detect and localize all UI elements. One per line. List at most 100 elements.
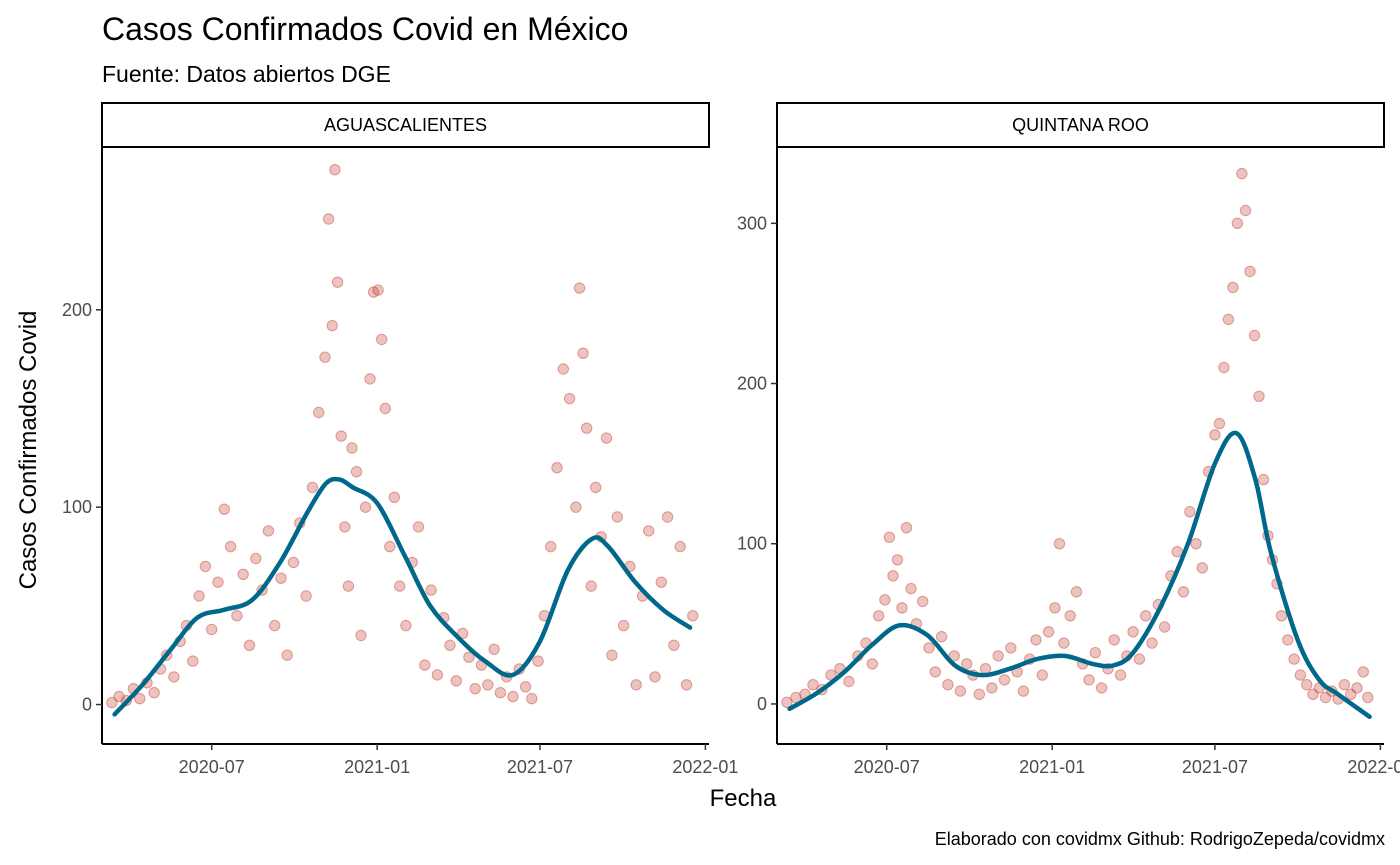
data-point xyxy=(843,675,855,688)
data-point xyxy=(134,692,146,705)
data-point xyxy=(1213,417,1226,430)
data-point xyxy=(674,540,686,553)
facet-strip xyxy=(776,102,1385,148)
smooth-line xyxy=(787,430,1372,720)
data-point xyxy=(331,276,344,288)
data-point xyxy=(469,683,481,695)
data-point xyxy=(322,213,335,225)
data-point xyxy=(872,610,885,622)
chart-caption: Elaborado con covidmx Github: RodrigoZep… xyxy=(935,829,1385,849)
data-point xyxy=(224,540,237,553)
data-point xyxy=(661,511,674,523)
facet-strip-label: AGUASCALIENTES xyxy=(324,115,487,135)
data-point xyxy=(1244,265,1256,278)
data-point xyxy=(168,671,180,683)
y-tick-label: 300 xyxy=(737,213,767,233)
data-point xyxy=(1196,562,1209,574)
data-point xyxy=(879,594,891,606)
data-point xyxy=(1171,546,1183,558)
scatter-points xyxy=(781,167,1374,708)
data-point xyxy=(218,503,231,515)
chart-title: Casos Confirmados Covid en México xyxy=(102,11,628,47)
data-point xyxy=(212,576,224,588)
x-tick-label: 2022-01 xyxy=(1347,757,1400,777)
data-point xyxy=(896,602,908,614)
data-point xyxy=(1042,626,1055,638)
data-point xyxy=(1083,674,1095,686)
data-point xyxy=(1114,669,1127,681)
data-point xyxy=(573,282,586,294)
data-point xyxy=(1248,329,1261,342)
data-point xyxy=(917,595,929,608)
data-point xyxy=(1338,679,1351,691)
x-tick-label: 2020-07 xyxy=(854,757,920,777)
data-point xyxy=(376,333,388,346)
data-point xyxy=(1070,586,1083,598)
data-point xyxy=(250,552,262,565)
data-point xyxy=(551,462,563,474)
data-point xyxy=(148,687,160,699)
data-point xyxy=(463,651,475,663)
chart-subtitle: Fuente: Datos abiertos DGE xyxy=(102,61,391,87)
y-tick-label: 200 xyxy=(62,300,92,320)
data-point xyxy=(275,572,287,584)
data-point xyxy=(1209,429,1221,441)
data-point xyxy=(306,481,319,494)
facet-strip xyxy=(101,102,710,148)
facet-panel-0: AGUASCALIENTES 0 100 200 2020-07 2021-01 2021-… xyxy=(62,102,738,777)
data-point xyxy=(243,639,256,651)
data-point xyxy=(526,692,538,705)
data-point xyxy=(187,655,199,667)
data-point xyxy=(1231,217,1244,230)
y-tick-label: 100 xyxy=(62,497,92,517)
data-point xyxy=(519,681,532,693)
data-point xyxy=(456,627,469,640)
data-point xyxy=(419,659,431,671)
data-point xyxy=(1307,688,1319,700)
data-point xyxy=(606,649,618,661)
data-point xyxy=(577,347,589,359)
x-tick-label: 2021-01 xyxy=(1019,757,1085,777)
data-point xyxy=(687,610,699,622)
data-point xyxy=(359,501,372,513)
y-tick-label: 0 xyxy=(757,694,767,714)
data-point xyxy=(929,666,941,678)
data-point xyxy=(1058,637,1070,649)
data-point xyxy=(1064,610,1076,622)
data-point xyxy=(326,319,338,332)
data-point xyxy=(431,669,444,681)
data-point xyxy=(1275,610,1288,622)
data-point xyxy=(905,582,917,595)
data-point xyxy=(883,531,896,543)
data-point xyxy=(998,674,1011,686)
data-point xyxy=(600,432,613,444)
data-point xyxy=(954,685,967,697)
data-point xyxy=(106,696,118,709)
data-point xyxy=(973,688,985,700)
data-point xyxy=(570,501,582,513)
data-point xyxy=(1005,642,1017,654)
scatter-points xyxy=(106,164,699,709)
data-point xyxy=(1236,167,1248,180)
data-point xyxy=(923,642,935,654)
data-point xyxy=(1133,653,1146,665)
y-tick-label: 100 xyxy=(737,534,767,554)
data-point xyxy=(1239,204,1252,217)
data-point xyxy=(1253,390,1265,402)
data-point xyxy=(891,554,904,566)
data-point xyxy=(1127,626,1139,638)
data-point xyxy=(590,481,602,494)
data-point xyxy=(394,580,406,592)
data-point xyxy=(400,619,412,632)
y-axis-title: Casos Confirmados Covid xyxy=(15,311,42,590)
data-point xyxy=(1095,682,1108,694)
facet-panels: AGUASCALIENTES 0 100 200 2020-07 2021-01 2021-… xyxy=(62,102,1400,777)
data-point xyxy=(388,491,400,503)
data-point xyxy=(532,655,544,667)
data-point xyxy=(1357,666,1370,678)
data-point xyxy=(339,521,351,533)
data-point xyxy=(1257,473,1270,486)
smooth-line xyxy=(112,476,693,717)
data-point xyxy=(199,560,212,573)
y-tick-label: 0 xyxy=(82,695,92,715)
